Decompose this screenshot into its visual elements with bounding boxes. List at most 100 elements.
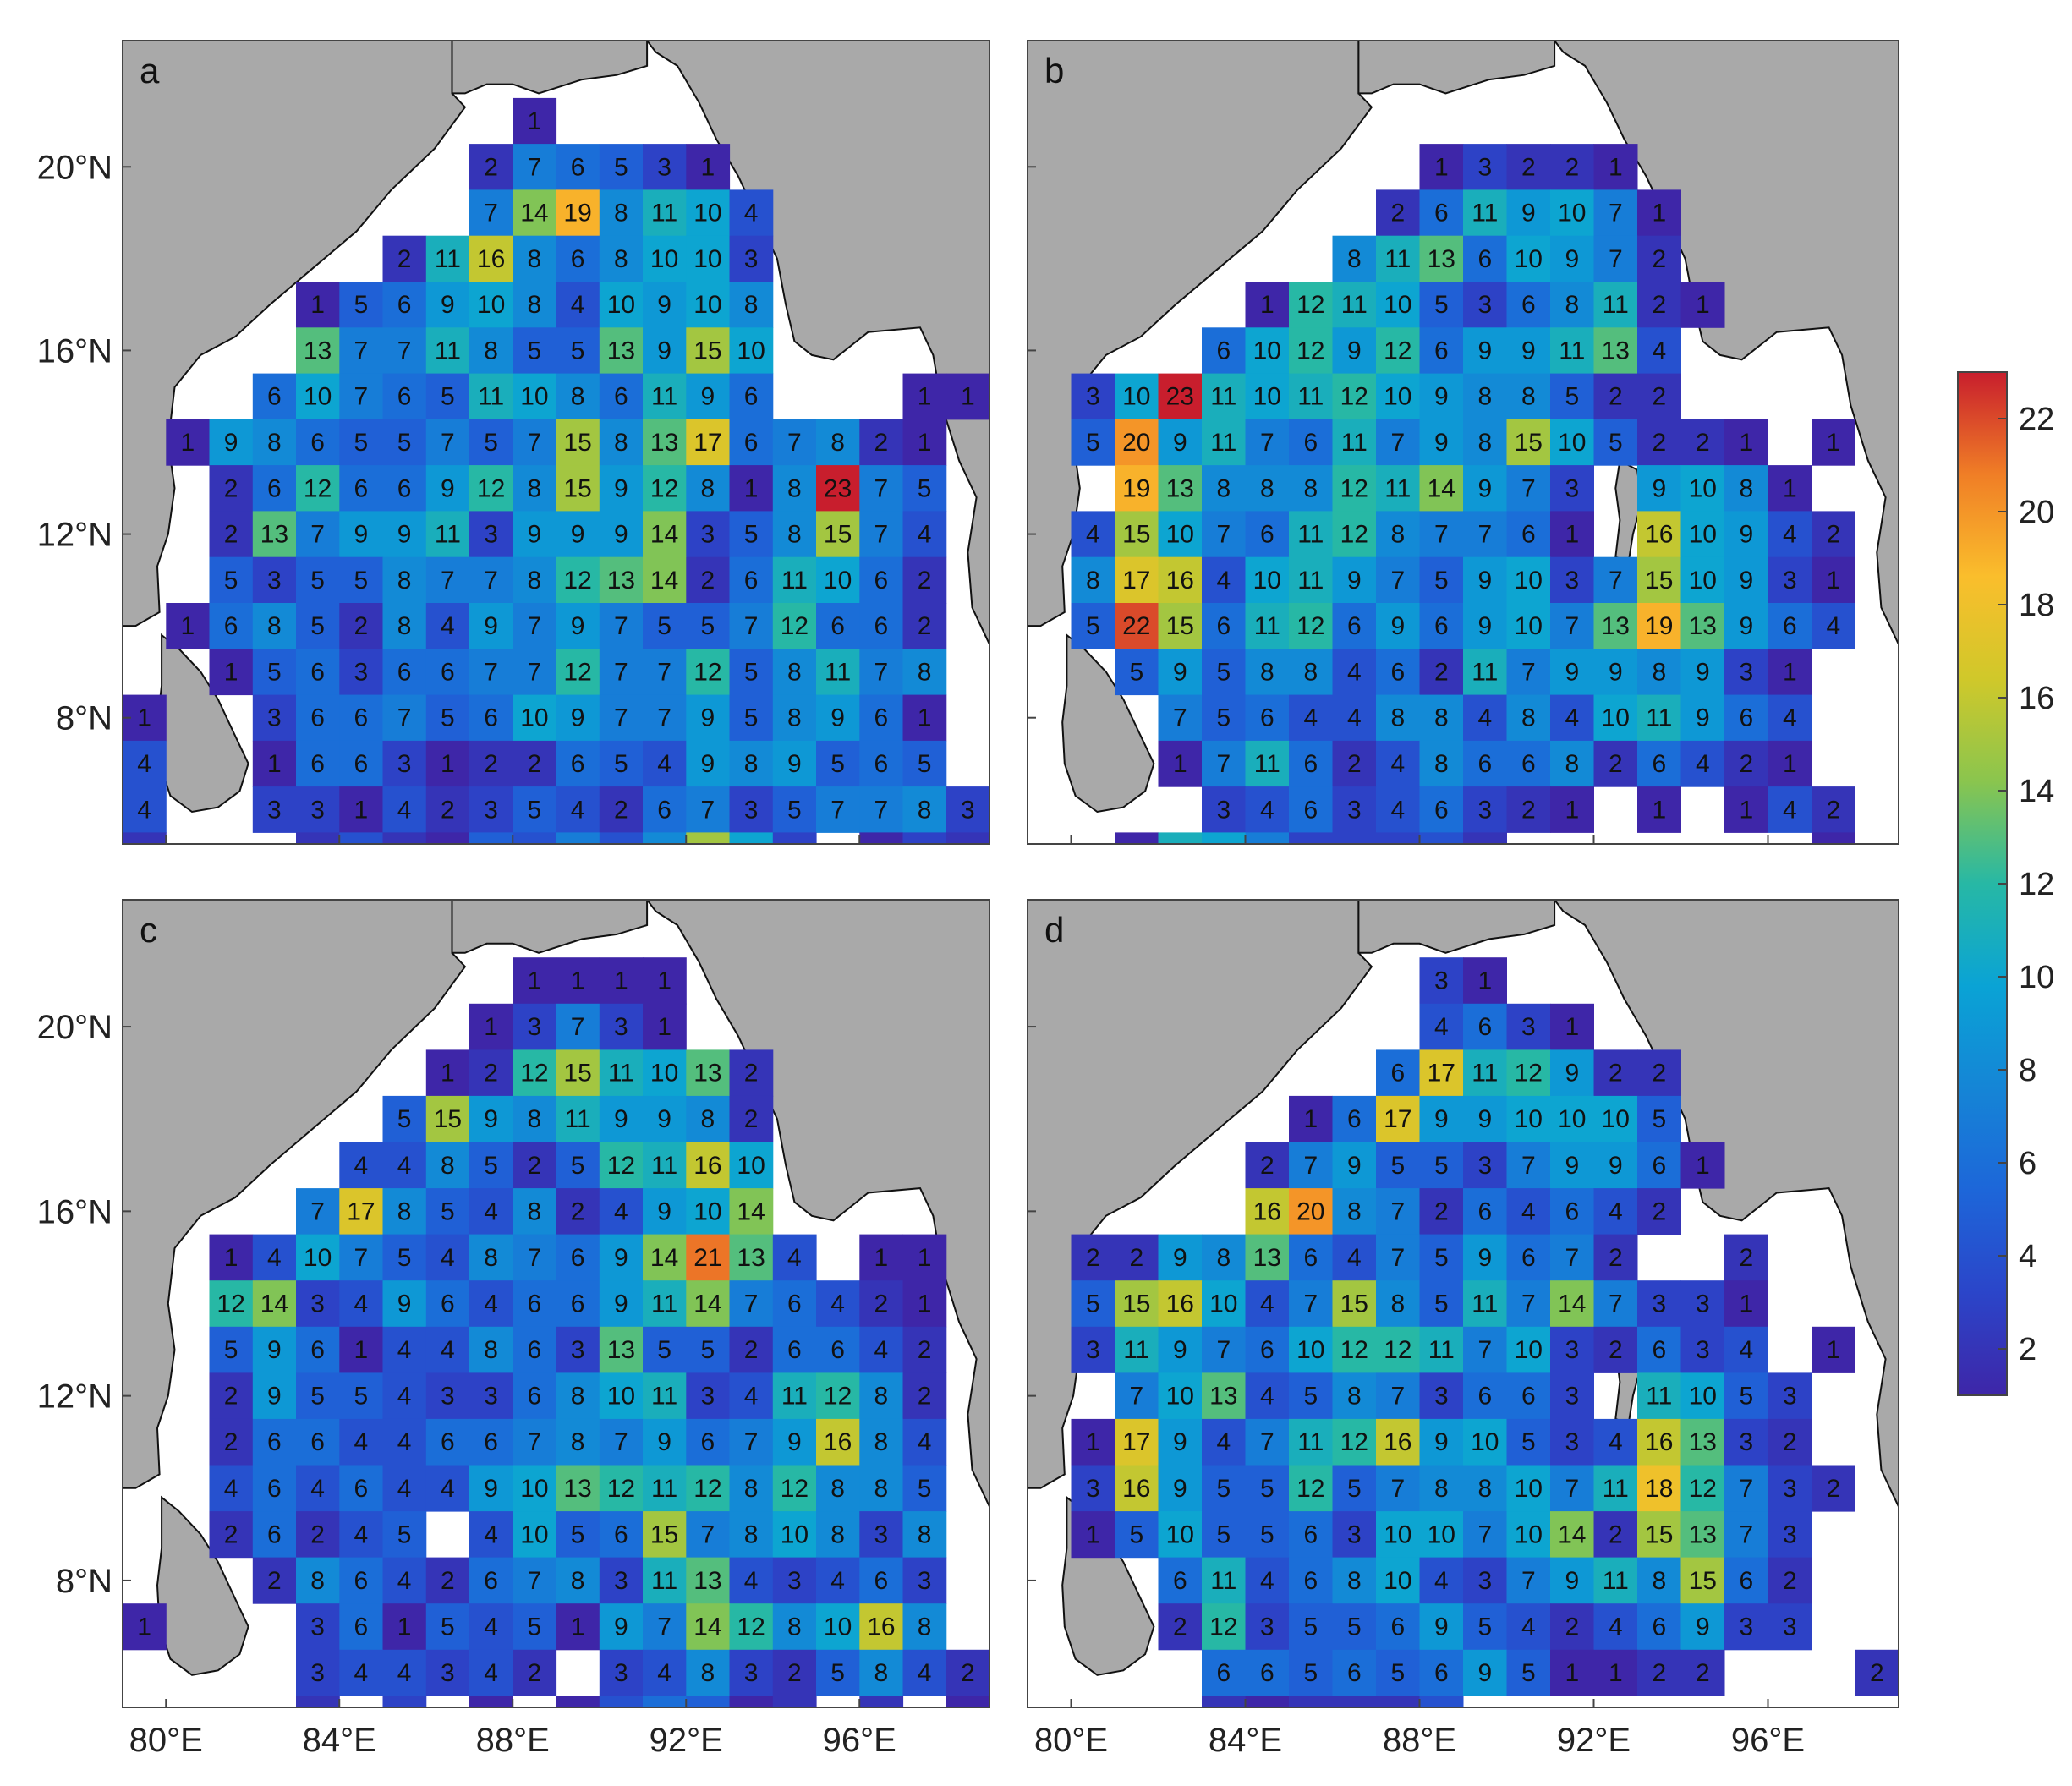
grid-cell	[686, 1603, 731, 1651]
cell-value-label: 2	[874, 429, 889, 457]
grid-cell	[1593, 1465, 1638, 1512]
grid-cell	[1768, 511, 1812, 558]
grid-cell	[296, 1326, 340, 1373]
cell-value-label: 6	[1434, 1659, 1449, 1687]
grid-cell	[1724, 1234, 1768, 1281]
cell-value-label: 14	[1558, 1290, 1586, 1318]
grid-cell	[1115, 603, 1159, 649]
grid-cell	[1593, 1649, 1638, 1696]
grid-cell	[1506, 1557, 1551, 1604]
cell-value-label: 3	[484, 521, 498, 549]
grid-cell	[816, 1557, 860, 1604]
cell-value-label: 3	[1347, 842, 1362, 870]
cell-value-label: 2	[528, 1152, 542, 1180]
cell-value-label: 5	[1739, 1383, 1753, 1411]
cell-value-label: 8	[484, 1336, 498, 1364]
cell-value-label: 7	[1390, 567, 1405, 594]
cell-value-label: 1	[1565, 796, 1579, 824]
cell-value-label: 8	[1565, 291, 1579, 319]
cell-value-label: 14	[650, 521, 678, 549]
cell-value-label: 6	[267, 1520, 282, 1548]
grid-cell	[1289, 1142, 1333, 1189]
cell-value-label: 12	[1515, 1060, 1543, 1087]
grid-cell	[556, 556, 600, 604]
cell-value-label: 5	[1303, 1613, 1318, 1641]
cell-value-label: 6	[614, 1520, 628, 1548]
grid-cell	[1332, 1649, 1377, 1696]
grid-cell	[1332, 1234, 1377, 1281]
grid-cell	[1158, 556, 1203, 604]
cell-value-label: 4	[397, 1336, 412, 1364]
grid-cell	[599, 1465, 644, 1512]
grid-cell	[643, 1557, 687, 1604]
cell-value-label: 12	[477, 474, 505, 502]
cell-value-label: 7	[701, 796, 715, 824]
cell-value-label: 9	[484, 612, 498, 640]
cell-value-label: 11	[1123, 1336, 1149, 1364]
cell-value-label: 7	[614, 704, 628, 732]
cell-value-label: 1	[1173, 750, 1187, 778]
grid-cell	[296, 1280, 340, 1328]
grid-cell	[1289, 511, 1333, 558]
cell-value-label: 13	[693, 1567, 721, 1595]
grid-cell	[1071, 1511, 1115, 1559]
cell-value-label: 6	[571, 750, 585, 778]
cell-value-label: 10	[1558, 429, 1586, 457]
cell-value-label: 4	[1652, 337, 1666, 364]
cell-value-label: 1	[918, 383, 932, 411]
grid-cell	[556, 603, 600, 649]
cell-value-label: 4	[397, 1152, 412, 1180]
cell-value-label: 12	[1689, 1475, 1717, 1503]
cell-value-label: 6	[1652, 1613, 1666, 1641]
grid-cell	[1376, 282, 1420, 328]
grid-cell	[1202, 1511, 1246, 1559]
grid-cell	[729, 465, 774, 512]
grid-cell	[1680, 1557, 1725, 1604]
cell-value-label: 7	[1390, 1244, 1405, 1272]
cell-value-label: 6	[571, 1244, 585, 1272]
land-shape	[1553, 41, 1899, 645]
cell-value-label: 6	[1783, 612, 1797, 640]
grid-cell	[772, 694, 817, 742]
land-layer	[123, 900, 989, 1676]
grid-cell	[1158, 465, 1203, 512]
grid-cell	[1289, 1511, 1333, 1559]
cell-value-label: 9	[1173, 1244, 1187, 1272]
cell-value-label: 6	[701, 1428, 715, 1456]
cell-value-label: 12	[1296, 337, 1324, 364]
grid-cell	[556, 1603, 600, 1651]
grid-cell	[729, 1372, 774, 1420]
x-tick-label: 84°E	[1209, 1722, 1282, 1759]
cell-value-label: 7	[484, 567, 498, 594]
grid-cell	[1506, 419, 1551, 466]
grid-cell	[1506, 649, 1551, 696]
grid-cell	[513, 144, 557, 190]
cell-value-label: 3	[1477, 1567, 1492, 1595]
cell-value-label: 5	[1086, 612, 1100, 640]
grid-cell	[296, 511, 340, 558]
grid-cell	[382, 832, 427, 844]
cell-value-label: 8	[701, 1659, 715, 1687]
cell-value-label: 15	[563, 429, 591, 457]
cell-value-label: 6	[441, 1290, 455, 1318]
cell-value-label: 7	[397, 704, 412, 732]
cell-value-label: 10	[1602, 704, 1630, 732]
grid-cell	[1768, 1511, 1812, 1559]
cell-value-label: 6	[397, 474, 412, 502]
cell-value-label: 6	[1477, 1013, 1492, 1041]
cell-value-label: 7	[1521, 1290, 1536, 1318]
grid-cell	[1332, 694, 1377, 742]
grid-cell	[469, 144, 513, 190]
cell-value-label: 11	[1341, 291, 1368, 319]
cell-value-label: 5	[310, 567, 325, 594]
grid-cell	[946, 1649, 989, 1696]
grid-cell	[1245, 465, 1290, 512]
grid-cell	[1812, 511, 1855, 558]
cell-value-label: 5	[441, 1197, 455, 1225]
grid-cell	[1593, 373, 1638, 420]
grid-cell	[1376, 1649, 1420, 1696]
cell-value-label: 9	[1434, 1428, 1449, 1456]
cell-value-label: 12	[737, 1613, 765, 1641]
grid-cell	[1158, 649, 1203, 696]
cell-value-label: 5	[397, 429, 412, 457]
